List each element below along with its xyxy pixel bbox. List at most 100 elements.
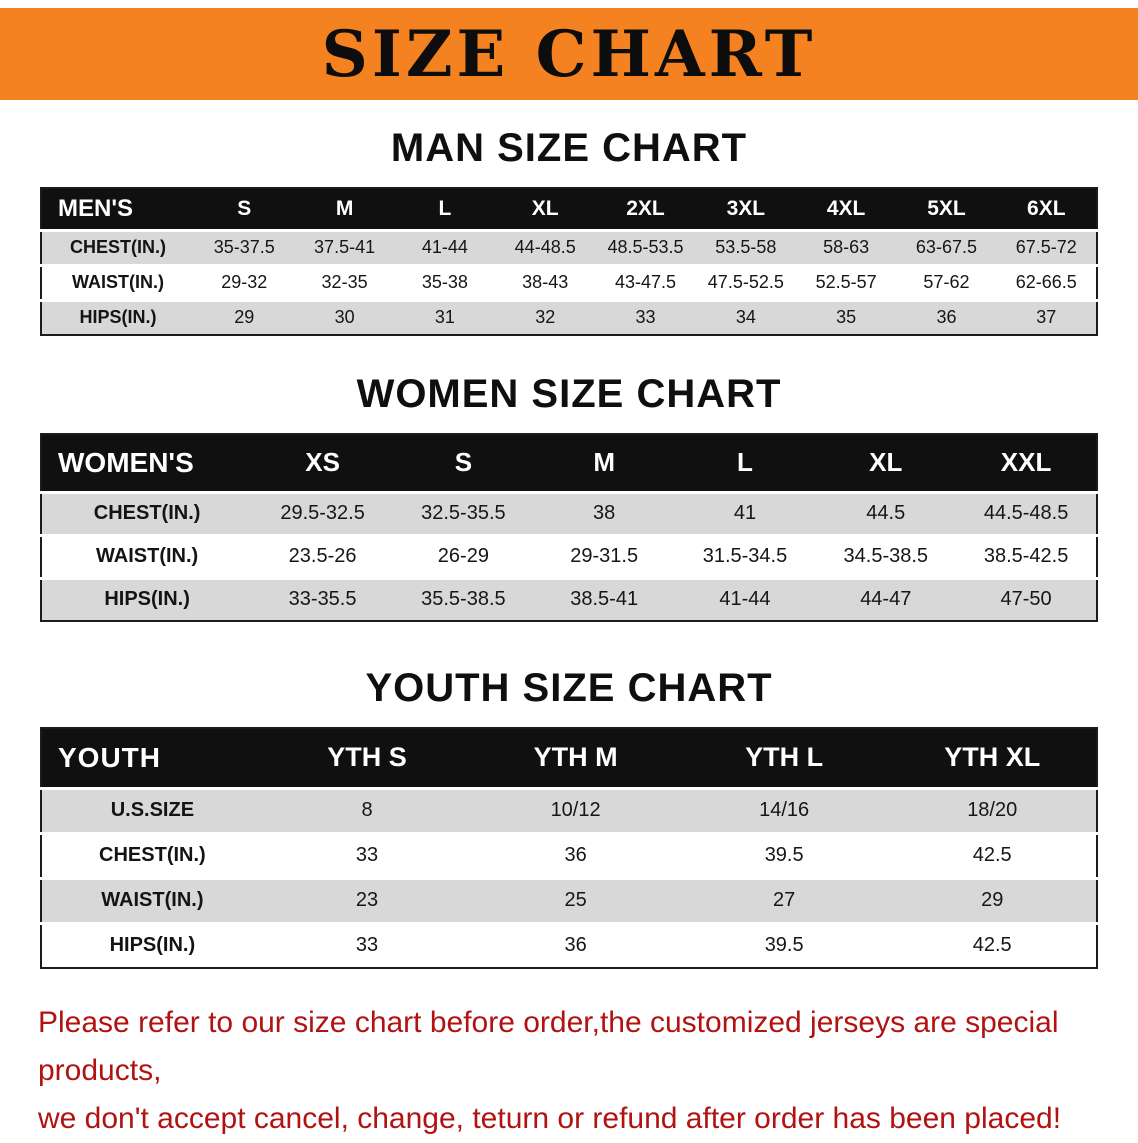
measurement-value: 8 <box>361 799 373 821</box>
size-column-header: YTH S <box>327 742 407 773</box>
measurement-value: 29.5-32.5 <box>280 502 365 524</box>
measurement-value: 38-43 <box>522 272 569 292</box>
measurement-value: 53.5-58 <box>715 237 777 257</box>
measurement-value: 33-35.5 <box>288 588 357 611</box>
page-title: SIZE CHART <box>321 16 817 92</box>
row-label: WAIST(IN.) <box>72 272 165 292</box>
measurement-value: 26-29 <box>437 545 489 567</box>
size-column-header: XS <box>305 447 340 478</box>
measurement-value: 10/12 <box>550 799 601 821</box>
measurement-row: WAIST(IN.) 23.5-26 26-29 29-31.5 31.5-34.5 34… <box>41 535 1097 578</box>
banner: SIZE CHART <box>0 8 1138 100</box>
youth-section-heading: YOUTH SIZE CHART <box>365 666 773 710</box>
measurement-value: 42.5 <box>972 844 1012 866</box>
measurement-value: 23 <box>355 889 379 911</box>
row-label: CHEST(IN.) <box>99 844 206 866</box>
row-label: U.S.SIZE <box>110 799 195 821</box>
row-label: HIPS(IN.) <box>109 934 196 957</box>
measurement-value: 38 <box>593 502 616 524</box>
size-column-header: YTH M <box>533 742 618 773</box>
measurement-row: HIPS(IN.) 33-35.5 35.5-38.5 38.5-41 41-44 44-… <box>41 578 1097 621</box>
measurement-value: 25 <box>564 889 587 911</box>
measurement-value: 47-50 <box>1000 588 1052 611</box>
size-column-header: L <box>438 196 452 220</box>
measurement-value: 33 <box>635 307 656 328</box>
table-header-row: YOUTH YTH S YTH M YTH L YTH XL <box>41 728 1097 788</box>
size-column-header: 6XL <box>1027 196 1066 220</box>
measurement-value: 44-48.5 <box>514 237 576 257</box>
measurement-value: 63-67.5 <box>915 237 977 257</box>
measurement-value: 62-66.5 <box>1015 272 1077 292</box>
measurement-value: 34.5-38.5 <box>843 545 929 567</box>
table-title-cell: MEN'S <box>58 194 134 222</box>
measurement-value: 38.5-42.5 <box>983 545 1069 567</box>
measurement-value: 48.5-53.5 <box>607 237 684 257</box>
measurement-value: 29 <box>981 889 1004 911</box>
measurement-value: 32.5-35.5 <box>421 502 506 524</box>
measurement-value: 44-47 <box>860 588 912 611</box>
measurement-value: 31 <box>434 307 455 328</box>
measurement-value: 35 <box>836 307 857 328</box>
youth-size-table: YOUTH YTH S YTH M YTH L YTH XL U.S.SIZE 8 10/12… <box>40 727 1098 969</box>
disclaimer: Please refer to our size chart before or… <box>38 999 1100 1143</box>
measurement-value: 33 <box>355 844 379 866</box>
measurement-value: 29 <box>234 307 255 328</box>
measurement-value: 34 <box>735 307 756 328</box>
measurement-value: 35-37.5 <box>213 237 275 257</box>
size-column-header: YTH XL <box>944 742 1041 773</box>
measurement-value: 39.5 <box>764 934 804 957</box>
measurement-value: 41-44 <box>719 588 771 611</box>
section-youth: YOUTH SIZE CHART YOUTH YTH S YTH M YTH L YTH… <box>0 666 1138 969</box>
measurement-value: 58-63 <box>823 237 870 257</box>
table-header-row: MEN'S S M L XL 2XL 3XL 4XL 5XL 6XL <box>41 188 1097 230</box>
row-label: WAIST(IN.) <box>95 545 199 567</box>
disclaimer-line-1: Please refer to our size chart before or… <box>38 1006 1059 1087</box>
measurement-row: HIPS(IN.) 29 30 31 32 33 34 35 36 37 <box>41 300 1097 335</box>
measurement-row: HIPS(IN.) 33 36 39.5 42.5 <box>41 923 1097 968</box>
disclaimer-line-2: we don't accept cancel, change, teturn o… <box>38 1102 1062 1135</box>
measurement-row: CHEST(IN.) 33 36 39.5 42.5 <box>41 833 1097 878</box>
size-column-header: 4XL <box>826 196 866 220</box>
measurement-value: 18/20 <box>967 799 1018 821</box>
size-column-header: L <box>737 447 753 478</box>
measurement-value: 44.5-48.5 <box>983 502 1069 524</box>
size-column-header: 2XL <box>626 196 665 220</box>
measurement-value: 52.5-57 <box>815 272 877 292</box>
men-section-heading: MAN SIZE CHART <box>390 126 748 170</box>
size-column-header: S <box>237 196 252 220</box>
measurement-value: 38.5-41 <box>570 588 639 611</box>
measurement-value: 41-44 <box>421 237 468 257</box>
measurement-row: CHEST(IN.) 35-37.5 37.5-41 41-44 44-48.5 48.5… <box>41 230 1097 265</box>
measurement-value: 36 <box>564 844 587 866</box>
men-size-table: MEN'S S M L XL 2XL 3XL 4XL 5XL 6XL CHEST(IN.) 35-37… <box>40 187 1098 336</box>
measurement-value: 43-47.5 <box>614 272 677 292</box>
row-label: WAIST(IN.) <box>101 889 204 911</box>
measurement-value: 36 <box>564 934 587 957</box>
size-column-header: XXL <box>1000 447 1052 478</box>
measurement-row: U.S.SIZE 8 10/12 14/16 18/20 <box>41 788 1097 833</box>
measurement-value: 39.5 <box>764 844 804 866</box>
measurement-value: 36 <box>936 307 957 328</box>
size-column-header: XL <box>869 447 903 478</box>
measurement-value: 42.5 <box>972 934 1012 957</box>
row-label: HIPS(IN.) <box>79 307 157 328</box>
measurement-value: 57-62 <box>923 272 970 292</box>
row-label: HIPS(IN.) <box>104 588 190 611</box>
row-label: CHEST(IN.) <box>70 237 167 257</box>
measurement-value: 37 <box>1036 307 1057 328</box>
measurement-value: 29-32 <box>221 272 268 292</box>
women-section-heading: WOMEN SIZE CHART <box>356 372 782 416</box>
row-label: CHEST(IN.) <box>93 502 201 524</box>
measurement-value: 35-38 <box>421 272 468 292</box>
measurement-value: 33 <box>355 934 379 957</box>
measurement-value: 67.5-72 <box>1015 237 1077 257</box>
measurement-value: 27 <box>773 889 796 911</box>
measurement-value: 32 <box>535 307 556 328</box>
table-title-cell: WOMEN'S <box>58 446 194 478</box>
measurement-value: 29-31.5 <box>570 545 639 567</box>
size-column-header: M <box>593 447 616 478</box>
size-column-header: YTH L <box>745 742 824 773</box>
measurement-value: 41 <box>733 502 757 524</box>
measurement-row: WAIST(IN.) 23 25 27 29 <box>41 878 1097 923</box>
